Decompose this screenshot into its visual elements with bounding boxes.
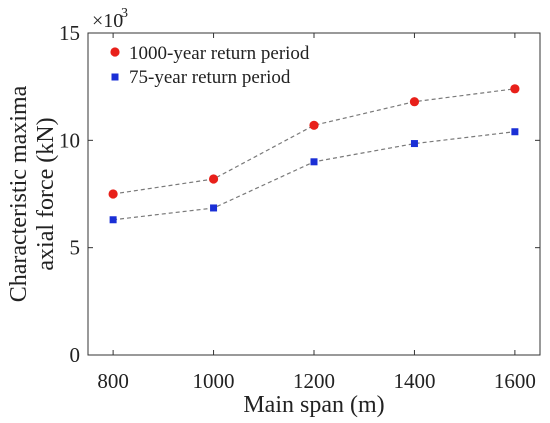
x-axis-title: Main span (m) bbox=[243, 392, 384, 418]
legend-marker-1000-year bbox=[110, 47, 120, 57]
legend-label-75-year: 75-year return period bbox=[129, 67, 291, 88]
data-point-75-year bbox=[210, 204, 218, 212]
legend: 1000-year return period 75-year return p… bbox=[110, 43, 310, 88]
x-tick-label: 1200 bbox=[293, 369, 335, 393]
y-multiplier-exponent: 3 bbox=[121, 6, 128, 21]
y-multiplier-base: ×10 bbox=[92, 10, 123, 32]
data-point-75-year bbox=[310, 158, 318, 166]
y-axis-title-line-1: Characteristic maxima bbox=[6, 85, 32, 302]
y-axis-title: Characteristic maxima axial force (kN) bbox=[6, 85, 59, 302]
y-tick-label: 15 bbox=[59, 21, 80, 45]
plot-area bbox=[87, 32, 541, 356]
data-point-75-year bbox=[410, 140, 418, 148]
data-point-75-year bbox=[511, 128, 519, 136]
data-point-1000-year bbox=[309, 120, 319, 130]
y-tick-label: 5 bbox=[70, 236, 81, 260]
data-point-1000-year bbox=[208, 174, 219, 184]
y-axis-ticks: 0 5 10 15 bbox=[59, 21, 540, 367]
data-point-1000-year bbox=[108, 189, 118, 199]
y-axis-title-line-2: axial force (kN) bbox=[33, 117, 59, 270]
series-line-0 bbox=[113, 88, 515, 195]
data-points bbox=[108, 84, 520, 224]
legend-marker-75-year bbox=[111, 73, 119, 81]
y-axis-multiplier: ×10 3 bbox=[92, 6, 128, 32]
data-point-1000-year bbox=[409, 97, 420, 107]
data-point-75-year bbox=[109, 216, 117, 224]
x-tick-label: 1400 bbox=[393, 369, 435, 393]
data-point-1000-year bbox=[510, 84, 520, 94]
y-tick-label: 0 bbox=[70, 343, 81, 367]
x-tick-label: 1000 bbox=[193, 369, 235, 393]
legend-label-1000-year: 1000-year return period bbox=[129, 43, 310, 64]
x-tick-label: 800 bbox=[97, 369, 129, 393]
x-tick-label: 1600 bbox=[494, 369, 536, 393]
y-tick-label: 10 bbox=[59, 128, 80, 152]
x-axis-ticks: 800 1000 1200 1400 1600 bbox=[97, 33, 536, 393]
